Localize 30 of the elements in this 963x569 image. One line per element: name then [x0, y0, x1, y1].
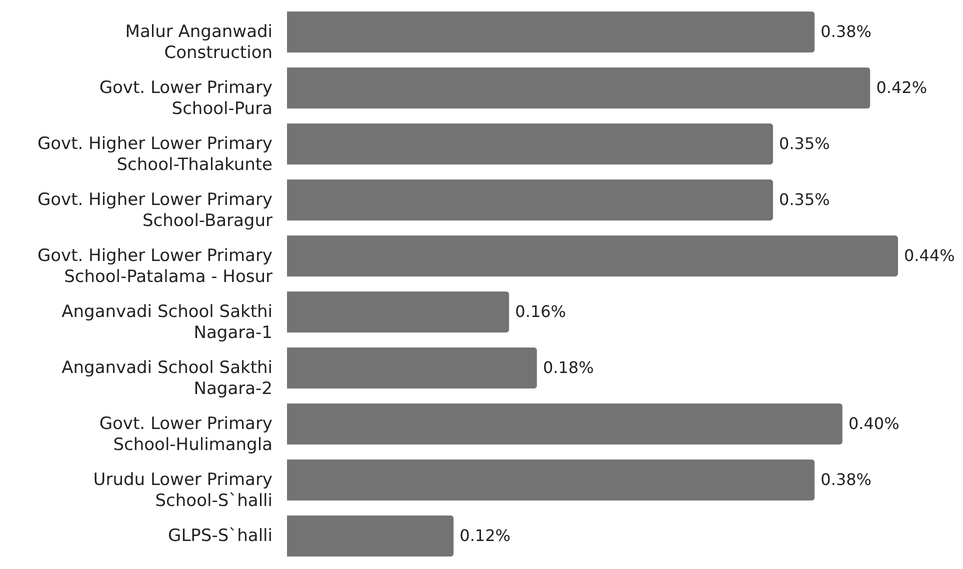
data-label: 0.16%	[515, 302, 566, 321]
data-label: 0.18%	[542, 358, 594, 377]
y-tick-label: Anganvadi School Sakthi Nagara-1	[62, 302, 272, 343]
bar	[287, 68, 870, 108]
bar	[287, 292, 510, 332]
y-tick-label: Urudu Lower Primary School-S`halli	[93, 470, 272, 511]
bar	[287, 236, 898, 276]
data-label: 0.12%	[460, 526, 510, 545]
bar	[287, 124, 774, 164]
y-tick-label: Anganvadi School Sakthi Nagara-2	[62, 358, 272, 399]
y-tick-label: GLPS-S`halli	[168, 526, 272, 546]
y-tick-label: Govt. Higher Lower Primary School-Thalakunte	[37, 134, 272, 175]
bar	[287, 348, 537, 388]
bar	[287, 12, 815, 52]
data-label: 0.42%	[876, 78, 928, 97]
data-label: 0.44%	[904, 246, 955, 265]
bar	[287, 516, 454, 556]
data-label: 0.40%	[848, 414, 900, 433]
data-label: 0.38%	[820, 470, 872, 489]
y-tick-label: Govt. Lower Primary School-Pura	[99, 78, 272, 119]
data-label: 0.38%	[820, 22, 872, 41]
bar	[287, 404, 842, 444]
data-label: 0.35%	[779, 134, 830, 153]
bar	[287, 180, 774, 220]
y-tick-label: Govt. Higher Lower Primary School-Patalama - Hosur	[37, 246, 272, 287]
y-tick-label: Malur Anganwadi Construction	[125, 22, 272, 63]
data-label: 0.35%	[779, 190, 830, 209]
y-tick-label: Govt. Higher Lower Primary School-Baragur	[37, 190, 272, 231]
y-tick-label: Govt. Lower Primary School-Hulimangla	[99, 414, 272, 455]
bar	[287, 460, 815, 500]
